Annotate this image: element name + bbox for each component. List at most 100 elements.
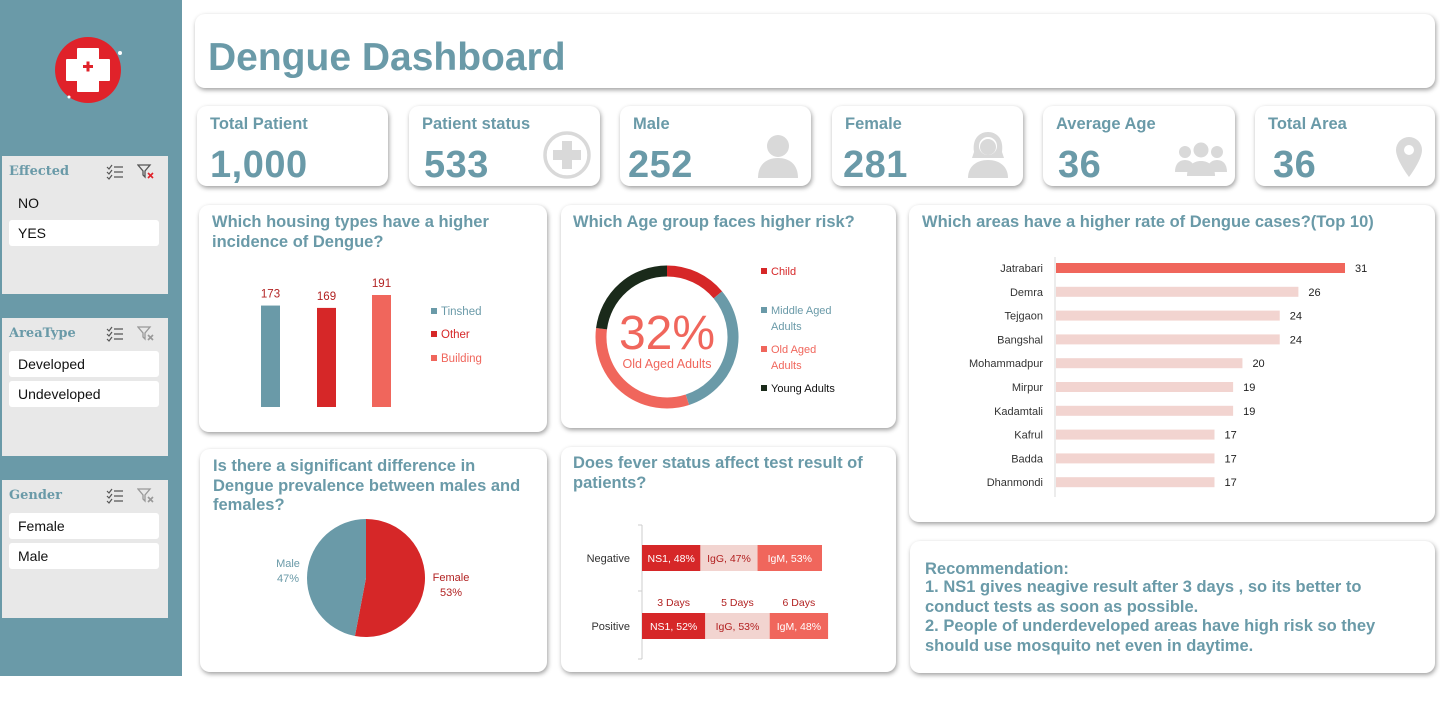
kpi-label: Male xyxy=(633,115,670,133)
bar-tinshed xyxy=(261,305,280,407)
bar-segment-igm xyxy=(757,545,822,571)
chart-title: Which areas have a higher rate of Dengue… xyxy=(922,213,1374,231)
slicer-effected: Effected NO YES xyxy=(2,156,168,294)
data-label: 17 xyxy=(1224,453,1236,465)
slice-value: 47% xyxy=(277,573,299,585)
slice-value: 53% xyxy=(440,587,462,599)
bar-tejgaon xyxy=(1056,310,1280,321)
clear-filter-icon[interactable] xyxy=(137,326,155,342)
chart-title: Which Age group faces higher risk? xyxy=(573,213,855,231)
legend-swatch xyxy=(761,385,767,391)
kpi-card-patient-status: Patient status 533 xyxy=(409,106,600,186)
legend-swatch xyxy=(761,346,767,352)
kpi-value: 533 xyxy=(424,144,489,186)
data-label: IgG, 47% xyxy=(707,553,751,565)
data-label: 169 xyxy=(317,291,336,303)
recommendation-card: Recommendation: 1. NS1 gives neagive res… xyxy=(910,541,1435,673)
kpi-card-male: Male 252 xyxy=(620,106,811,186)
data-label: IgM, 48% xyxy=(777,621,821,633)
kpi-label: Patient status xyxy=(422,115,531,133)
kpi-label: Total Patient xyxy=(210,115,308,133)
areas-chart-card: Which areas have a higher rate of Dengue… xyxy=(909,205,1435,522)
multi-select-icon[interactable] xyxy=(106,164,124,180)
gender-chart-card: Is there a significant difference in Den… xyxy=(200,449,547,672)
bar-kafrul xyxy=(1056,429,1215,440)
tick-label: Kafrul xyxy=(1014,430,1043,442)
fever-chart-card: Does fever status affect test result of … xyxy=(561,447,896,672)
bar-segment-igg xyxy=(705,613,770,639)
slicer-title: Effected xyxy=(9,164,70,179)
slicer-item-no[interactable]: NO xyxy=(18,195,39,211)
donut-slice-middle-aged-adults xyxy=(685,291,739,405)
tick-label: Positive xyxy=(591,621,630,633)
annotation: 3 Days xyxy=(657,597,690,609)
center-label: Old Aged Adults xyxy=(623,357,712,371)
clear-filter-icon[interactable] xyxy=(137,164,155,180)
female-user-icon xyxy=(968,132,1008,178)
legend-label: Other xyxy=(441,329,470,341)
legend-label: Middle Aged xyxy=(771,305,832,317)
bar-segment-igm xyxy=(769,613,829,639)
legend-label: Adults xyxy=(771,360,802,372)
donut-slice-child xyxy=(666,265,723,299)
data-label: 19 xyxy=(1243,406,1255,418)
data-label: IgG, 53% xyxy=(716,621,760,633)
multi-select-icon[interactable] xyxy=(106,326,124,342)
bar-jatrabari xyxy=(1056,263,1345,273)
legend-label: Building xyxy=(441,353,482,365)
pie-slice-female xyxy=(354,519,425,637)
slicer-item-undeveloped[interactable]: Undeveloped xyxy=(9,381,159,407)
legend-swatch xyxy=(431,331,437,337)
tick-label: Jatrabari xyxy=(1000,263,1043,275)
bar-segment-igg xyxy=(700,545,758,571)
data-label: 173 xyxy=(261,289,280,301)
title-card: Dengue Dashboard xyxy=(195,14,1435,88)
fever-chart: Negative NS1, 48% IgG, 47% IgM, 53% Positive… xyxy=(587,524,829,660)
multi-select-icon[interactable] xyxy=(106,488,124,504)
slicer-item-male[interactable]: Male xyxy=(9,543,159,569)
data-label: 19 xyxy=(1243,382,1255,394)
kpi-value: 36 xyxy=(1058,144,1102,186)
data-label: NS1, 48% xyxy=(648,553,695,565)
clear-filter-icon[interactable] xyxy=(137,488,155,504)
kpi-card-female: Female 281 xyxy=(832,106,1023,186)
annotation: 6 Days xyxy=(783,597,816,609)
medical-logo-icon xyxy=(55,37,122,103)
kpi-value: 36 xyxy=(1273,144,1317,186)
data-label: 191 xyxy=(372,278,391,290)
recommendation-title: Recommendation: xyxy=(925,560,1069,578)
legend-swatch xyxy=(431,355,437,361)
data-label: 24 xyxy=(1290,334,1302,346)
data-label: 26 xyxy=(1308,287,1320,299)
tick-label: Dhanmondi xyxy=(987,477,1043,489)
slice-label: Female xyxy=(433,572,470,584)
slicer-item-yes[interactable]: YES xyxy=(9,220,159,246)
kpi-label: Total Area xyxy=(1268,115,1347,133)
housing-chart: 173 169 191 Tinshed Other Building xyxy=(261,278,482,407)
sidebar: Effected NO YES AreaType Developed Undev… xyxy=(0,0,182,676)
kpi-value: 281 xyxy=(843,144,908,186)
chart-title: Does fever status affect test result of … xyxy=(573,454,863,492)
legend-swatch xyxy=(761,268,767,274)
legend-swatch xyxy=(761,307,767,313)
data-label: 20 xyxy=(1252,358,1264,370)
legend-label: Old Aged xyxy=(771,344,816,356)
male-user-icon xyxy=(758,135,798,178)
recommendation-line-2: 2. People of underdeveloped areas have h… xyxy=(925,617,1376,655)
page-title: Dengue Dashboard xyxy=(208,36,566,79)
bar-bangshal xyxy=(1056,334,1280,345)
legend-label: Child xyxy=(771,266,796,278)
chart-title: Is there a significant difference in Den… xyxy=(213,457,521,514)
group-icon xyxy=(1175,142,1227,176)
bar-mirpur xyxy=(1056,382,1234,392)
legend-label: Adults xyxy=(771,321,802,333)
data-label: 17 xyxy=(1224,430,1236,442)
slicer-item-female[interactable]: Female xyxy=(9,513,159,539)
data-label: 17 xyxy=(1224,477,1236,489)
kpi-value: 1,000 xyxy=(210,144,308,186)
slicer-item-developed[interactable]: Developed xyxy=(9,351,159,377)
slice-label: Male xyxy=(276,558,300,570)
kpi-card-average-age: Average Age 36 xyxy=(1043,106,1235,186)
slicer-title: AreaType xyxy=(9,326,76,341)
